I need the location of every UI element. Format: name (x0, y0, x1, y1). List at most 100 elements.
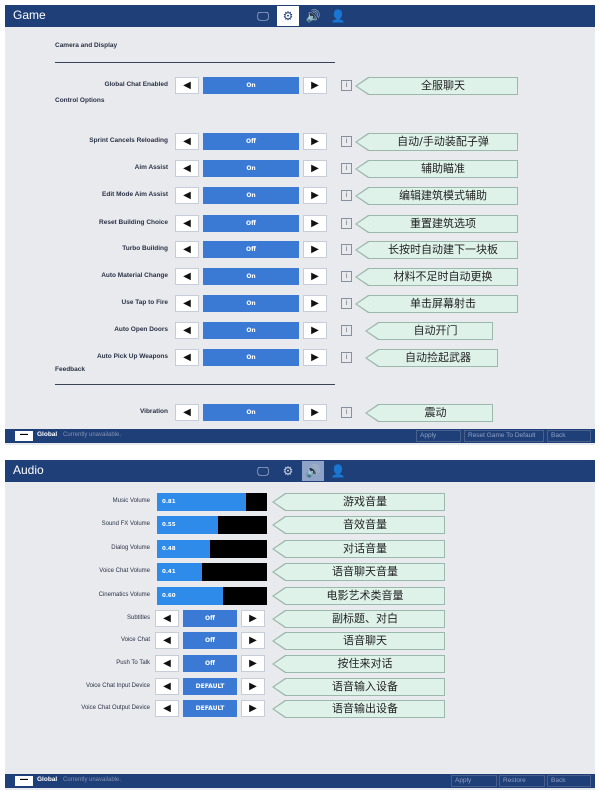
apply-button[interactable]: Apply (451, 775, 497, 787)
arrow-right-button[interactable]: ▶ (303, 77, 327, 94)
annotation-callout: 自动/手动装配子弹 (355, 133, 518, 151)
speaker-icon[interactable]: 🔊 (302, 461, 324, 481)
arrow-left-button[interactable]: ◀ (175, 404, 199, 421)
setting-label: Edit Mode Aim Assist (102, 191, 168, 198)
setting-label: Global Chat Enabled (104, 81, 168, 88)
arrow-right-button[interactable]: ▶ (303, 241, 327, 258)
setting-value: On (203, 349, 299, 366)
volume-label: Cinematics Volume (98, 592, 150, 598)
info-icon[interactable]: i (341, 407, 352, 418)
arrow-left-button[interactable]: ◀ (175, 187, 199, 204)
info-icon[interactable]: i (341, 352, 352, 363)
footer-global-label: Global (37, 431, 58, 438)
setting-label: Vibration (139, 408, 168, 415)
info-icon[interactable]: i (341, 218, 352, 229)
section-divider (55, 384, 335, 385)
volume-slider[interactable]: 0.48 (157, 540, 267, 558)
speaker-icon[interactable]: 🔊 (305, 9, 321, 23)
volume-label: Sound FX Volume (101, 521, 150, 527)
arrow-right-button[interactable]: ▶ (241, 655, 265, 672)
volume-value: 0.60 (162, 593, 176, 599)
arrow-right-button[interactable]: ▶ (241, 610, 265, 627)
setting-label: Turbo Building (122, 245, 168, 252)
arrow-right-button[interactable]: ▶ (303, 322, 327, 339)
arrow-left-button[interactable]: ◀ (175, 160, 199, 177)
annotation-callout: 对话音量 (272, 540, 445, 558)
annotation-callout: 语音聊天 (272, 632, 445, 650)
info-icon[interactable]: i (341, 244, 352, 255)
volume-label: Music Volume (112, 498, 150, 504)
volume-slider[interactable]: 0.60 (157, 587, 267, 605)
arrow-left-button[interactable]: ◀ (175, 215, 199, 232)
annotation-callout: 自动开门 (365, 322, 493, 340)
restore-button[interactable]: Restore (499, 775, 545, 787)
arrow-left-button[interactable]: ◀ (175, 77, 199, 94)
annotation-callout: 材料不足时自动更换 (355, 268, 518, 286)
gear-icon[interactable]: ⚙ (282, 464, 294, 478)
back-button[interactable]: Back (547, 775, 591, 787)
arrow-right-button[interactable]: ▶ (241, 632, 265, 649)
arrow-right-button[interactable]: ▶ (241, 700, 265, 717)
minus-icon[interactable]: — (15, 776, 33, 786)
arrow-right-button[interactable]: ▶ (303, 215, 327, 232)
arrow-left-button[interactable]: ◀ (175, 133, 199, 150)
person-icon[interactable]: 👤 (330, 464, 346, 478)
audio-titlebar: Audio 🖵 ⚙ 🔊 👤 (5, 460, 595, 482)
arrow-left-button[interactable]: ◀ (155, 700, 179, 717)
info-icon[interactable]: i (341, 271, 352, 282)
page-title: Game (13, 8, 46, 22)
setting-label: Reset Building Choice (99, 219, 168, 226)
gear-icon[interactable]: ⚙ (277, 6, 299, 26)
annotation-callout: 长按时自动建下一块板 (355, 241, 518, 259)
option-label: Subtitles (126, 615, 150, 621)
option-value: Off (183, 610, 237, 627)
setting-value: On (203, 404, 299, 421)
info-icon[interactable]: i (341, 136, 352, 147)
arrow-right-button[interactable]: ▶ (303, 133, 327, 150)
setting-label: Auto Material Change (101, 272, 168, 279)
annotation-callout: 游戏音量 (272, 493, 445, 511)
arrow-left-button[interactable]: ◀ (155, 632, 179, 649)
arrow-left-button[interactable]: ◀ (175, 322, 199, 339)
volume-label: Voice Chat Volume (99, 568, 150, 574)
arrow-right-button[interactable]: ▶ (303, 295, 327, 312)
setting-label: Auto Pick Up Weapons (96, 353, 168, 360)
arrow-right-button[interactable]: ▶ (303, 404, 327, 421)
info-icon[interactable]: i (341, 80, 352, 91)
arrow-right-button[interactable]: ▶ (303, 268, 327, 285)
monitor-icon[interactable]: 🖵 (257, 464, 269, 478)
arrow-left-button[interactable]: ◀ (175, 295, 199, 312)
arrow-left-button[interactable]: ◀ (155, 655, 179, 672)
arrow-left-button[interactable]: ◀ (155, 678, 179, 695)
minus-icon[interactable]: — (15, 431, 33, 441)
arrow-left-button[interactable]: ◀ (175, 241, 199, 258)
annotation-callout: 震动 (365, 404, 493, 422)
volume-slider[interactable]: 0.81 (157, 493, 267, 511)
volume-slider-fill (157, 493, 246, 511)
footer-status: Currently unavailable. (63, 777, 122, 783)
annotation-callout: 编辑建筑模式辅助 (355, 187, 518, 205)
annotation-callout: 全服聊天 (355, 77, 518, 95)
arrow-left-button[interactable]: ◀ (175, 268, 199, 285)
volume-slider[interactable]: 0.55 (157, 516, 267, 534)
apply-button[interactable]: Apply (416, 430, 461, 442)
annotation-callout: 语音输入设备 (272, 678, 445, 696)
reset-defaults-button[interactable]: Reset Game To Default (464, 430, 544, 442)
volume-slider[interactable]: 0.41 (157, 563, 267, 581)
person-icon[interactable]: 👤 (330, 9, 346, 23)
monitor-icon[interactable]: 🖵 (257, 9, 269, 23)
arrow-left-button[interactable]: ◀ (155, 610, 179, 627)
arrow-right-button[interactable]: ▶ (303, 349, 327, 366)
arrow-right-button[interactable]: ▶ (241, 678, 265, 695)
info-icon[interactable]: i (341, 298, 352, 309)
option-value: DEFAULT (183, 678, 237, 695)
arrow-right-button[interactable]: ▶ (303, 160, 327, 177)
option-label: Push To Talk (116, 660, 150, 666)
back-button[interactable]: Back (547, 430, 591, 442)
info-icon[interactable]: i (341, 190, 352, 201)
info-icon[interactable]: i (341, 325, 352, 336)
arrow-left-button[interactable]: ◀ (175, 349, 199, 366)
info-icon[interactable]: i (341, 163, 352, 174)
arrow-right-button[interactable]: ▶ (303, 187, 327, 204)
game-footer: — Global Currently unavailable. Apply Re… (5, 429, 595, 443)
